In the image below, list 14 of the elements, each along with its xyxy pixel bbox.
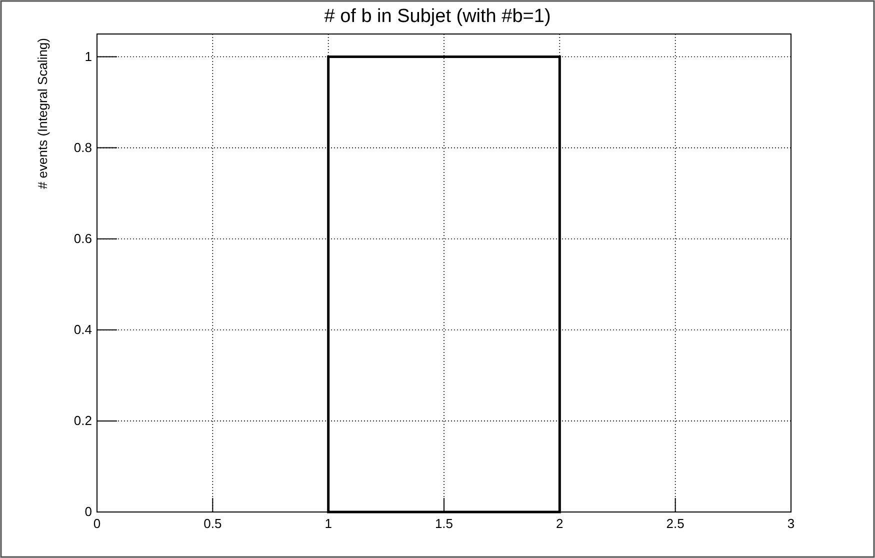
y-tick-label: 0.2 [74, 412, 92, 428]
x-tick-label: 3 [787, 516, 795, 531]
chart-title: # of b in Subjet (with #b=1) [324, 6, 551, 27]
y-tick-label: 1 [84, 48, 92, 64]
y-axis-title: # events (Integral Scaling) [35, 38, 50, 190]
y-tick-label: 0.8 [74, 140, 92, 155]
x-tick-label: 2.5 [666, 516, 684, 531]
x-tick-label: 1.5 [434, 516, 454, 531]
x-tick-label: 2 [556, 516, 564, 531]
x-tick-label: 0.5 [204, 516, 222, 531]
x-tick-label: 1 [324, 516, 332, 531]
y-tick-label: 0.6 [74, 230, 92, 246]
y-tick-label: 0 [84, 504, 92, 519]
y-tick-label: 0.4 [74, 322, 92, 337]
